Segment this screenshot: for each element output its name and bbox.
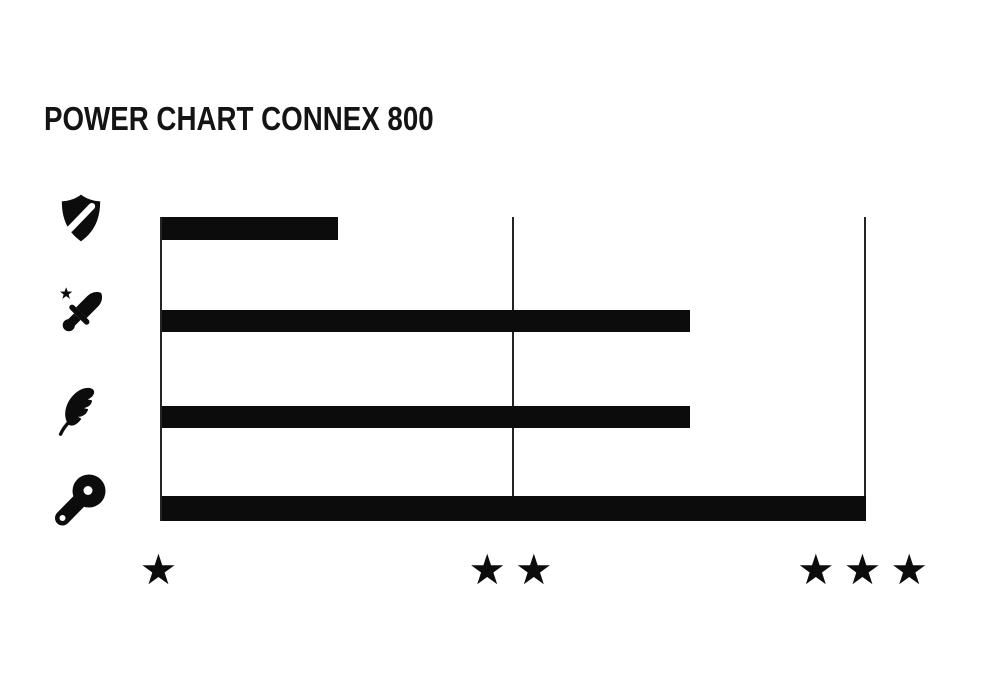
x-tick-label-2-star: ★★ — [468, 545, 562, 594]
feather-icon — [52, 383, 104, 439]
plot-area — [160, 217, 867, 521]
bar-feather — [162, 406, 690, 428]
shield-icon — [56, 191, 106, 245]
bar-shield — [162, 217, 338, 240]
x-tick-label-3-star: ★★★ — [797, 545, 937, 594]
chart-title: POWER CHART CONNEX 800 — [44, 100, 434, 137]
bar-chain-drive — [162, 496, 866, 521]
x-tick-label-1-star: ★ — [139, 545, 187, 594]
dagger-star-icon — [54, 284, 110, 340]
gridline-3-star — [864, 217, 866, 521]
gridline-2-star — [512, 217, 514, 521]
bar-dagger — [162, 310, 690, 332]
gridline-1-star — [160, 217, 162, 521]
chain-drive-icon — [53, 472, 109, 528]
